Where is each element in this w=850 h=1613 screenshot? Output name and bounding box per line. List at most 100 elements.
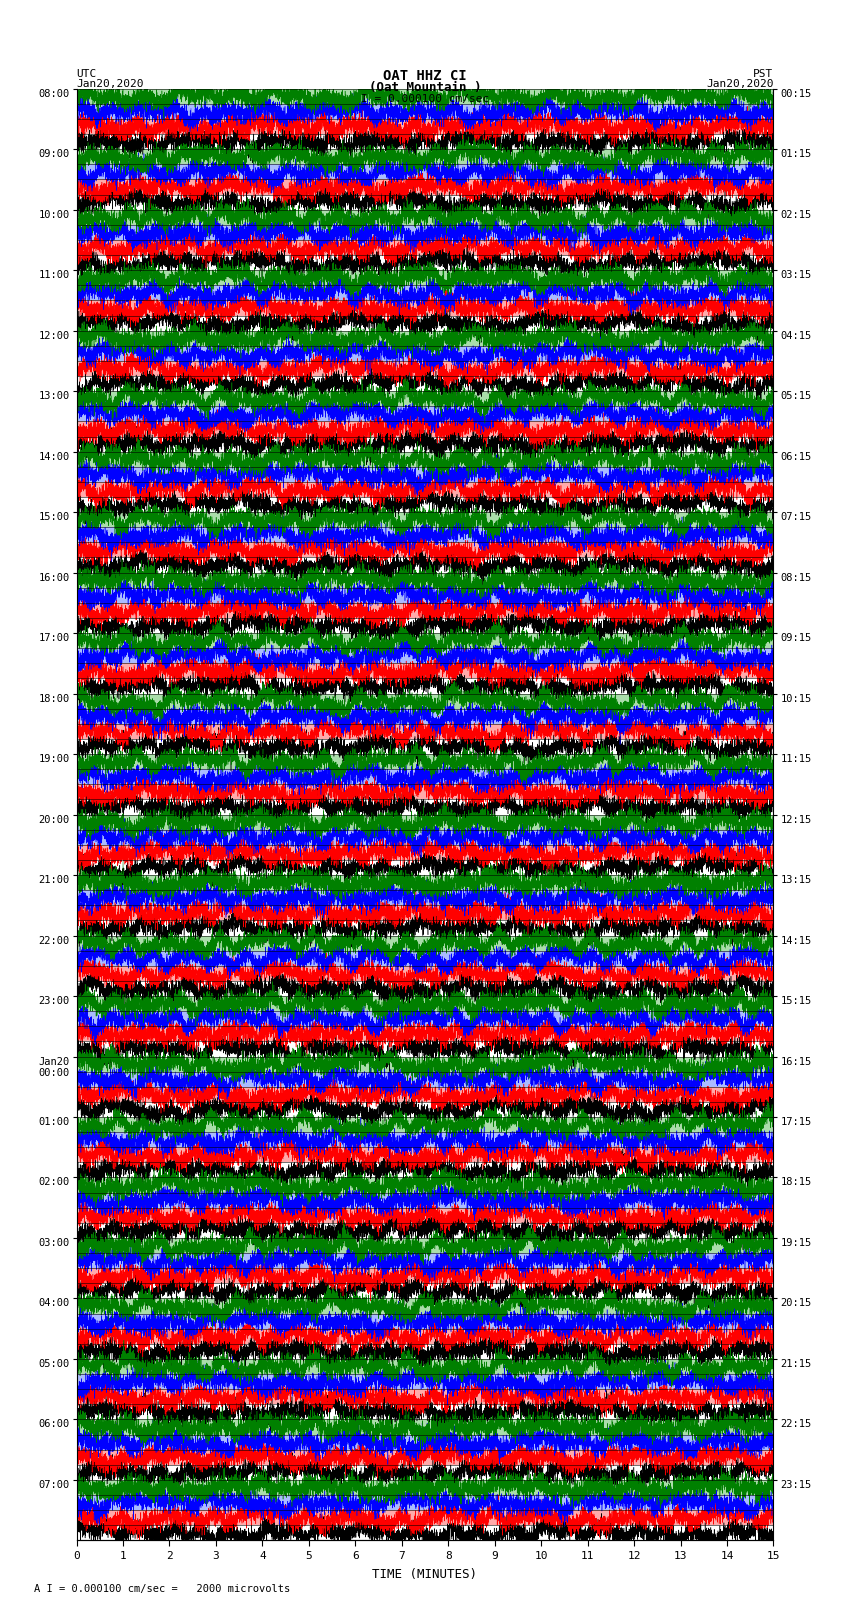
Bar — [76, 165, 774, 179]
Bar — [76, 1071, 774, 1087]
Bar — [76, 1389, 774, 1405]
Bar — [76, 1329, 774, 1344]
Bar — [76, 558, 774, 573]
Bar — [76, 1510, 774, 1526]
Bar — [76, 482, 774, 497]
Bar — [76, 179, 774, 195]
Bar — [76, 1253, 774, 1268]
Text: OAT HHZ CI: OAT HHZ CI — [383, 69, 467, 84]
Bar — [76, 134, 774, 150]
Bar — [76, 1208, 774, 1223]
Text: I = 0.000100 cm/sec: I = 0.000100 cm/sec — [361, 94, 489, 103]
Bar — [76, 1481, 774, 1495]
X-axis label: TIME (MINUTES): TIME (MINUTES) — [372, 1568, 478, 1581]
Bar — [76, 845, 774, 860]
Bar — [76, 466, 774, 482]
Bar — [76, 1177, 774, 1192]
Bar — [76, 784, 774, 800]
Bar — [76, 663, 774, 679]
Bar — [76, 905, 774, 921]
Bar — [76, 573, 774, 587]
Bar — [76, 966, 774, 981]
Bar — [76, 769, 774, 784]
Bar — [76, 103, 774, 119]
Bar — [76, 224, 774, 240]
Bar — [76, 632, 774, 648]
Bar — [76, 1374, 774, 1389]
Bar — [76, 331, 774, 345]
Bar — [76, 921, 774, 936]
Bar — [76, 1465, 774, 1481]
Bar — [76, 148, 774, 165]
Bar — [76, 1526, 774, 1540]
Bar — [76, 210, 774, 224]
Bar — [76, 255, 774, 271]
Bar — [76, 648, 774, 663]
Bar — [76, 890, 774, 905]
Bar — [76, 724, 774, 739]
Bar — [76, 286, 774, 300]
Bar — [76, 981, 774, 997]
Bar — [76, 1298, 774, 1313]
Bar — [76, 1042, 774, 1057]
Text: Jan20,2020: Jan20,2020 — [706, 79, 774, 89]
Bar — [76, 1087, 774, 1102]
Bar — [76, 1011, 774, 1026]
Bar — [76, 513, 774, 527]
Bar — [76, 1313, 774, 1329]
Bar — [76, 376, 774, 390]
Bar — [76, 755, 774, 769]
Bar — [76, 1102, 774, 1118]
Text: A I = 0.000100 cm/sec =   2000 microvolts: A I = 0.000100 cm/sec = 2000 microvolts — [34, 1584, 290, 1594]
Bar — [76, 1268, 774, 1284]
Bar — [76, 497, 774, 513]
Bar — [76, 300, 774, 316]
Bar — [76, 421, 774, 437]
Bar — [76, 1419, 774, 1434]
Bar — [76, 694, 774, 708]
Bar — [76, 527, 774, 542]
Bar — [76, 829, 774, 845]
Bar — [76, 800, 774, 815]
Bar — [76, 390, 774, 406]
Bar — [76, 936, 774, 950]
Bar — [76, 89, 774, 103]
Text: (Oat Mountain ): (Oat Mountain ) — [369, 81, 481, 94]
Bar — [76, 1192, 774, 1208]
Bar — [76, 119, 774, 134]
Bar — [76, 860, 774, 874]
Text: UTC: UTC — [76, 69, 97, 79]
Bar — [76, 815, 774, 829]
Bar — [76, 739, 774, 755]
Bar — [76, 437, 774, 452]
Bar — [76, 1147, 774, 1163]
Bar — [76, 618, 774, 632]
Bar — [76, 603, 774, 618]
Bar — [76, 1434, 774, 1450]
Bar — [76, 1118, 774, 1132]
Bar — [76, 195, 774, 210]
Bar — [76, 587, 774, 603]
Bar — [76, 1132, 774, 1147]
Bar — [76, 1405, 774, 1419]
Bar — [76, 406, 774, 421]
Bar — [76, 452, 774, 466]
Text: Jan20,2020: Jan20,2020 — [76, 79, 144, 89]
Bar — [76, 1284, 774, 1298]
Bar — [76, 271, 774, 286]
Bar — [76, 679, 774, 694]
Bar — [76, 345, 774, 361]
Bar — [76, 1344, 774, 1358]
Bar — [76, 995, 774, 1011]
Bar — [76, 1450, 774, 1465]
Bar — [76, 1358, 774, 1374]
Bar — [76, 1495, 774, 1510]
Bar — [76, 1057, 774, 1071]
Bar — [76, 1223, 774, 1239]
Bar — [76, 874, 774, 890]
Bar — [76, 542, 774, 558]
Bar — [76, 1163, 774, 1177]
Bar — [76, 240, 774, 255]
Bar — [76, 361, 774, 376]
Bar — [76, 1239, 774, 1253]
